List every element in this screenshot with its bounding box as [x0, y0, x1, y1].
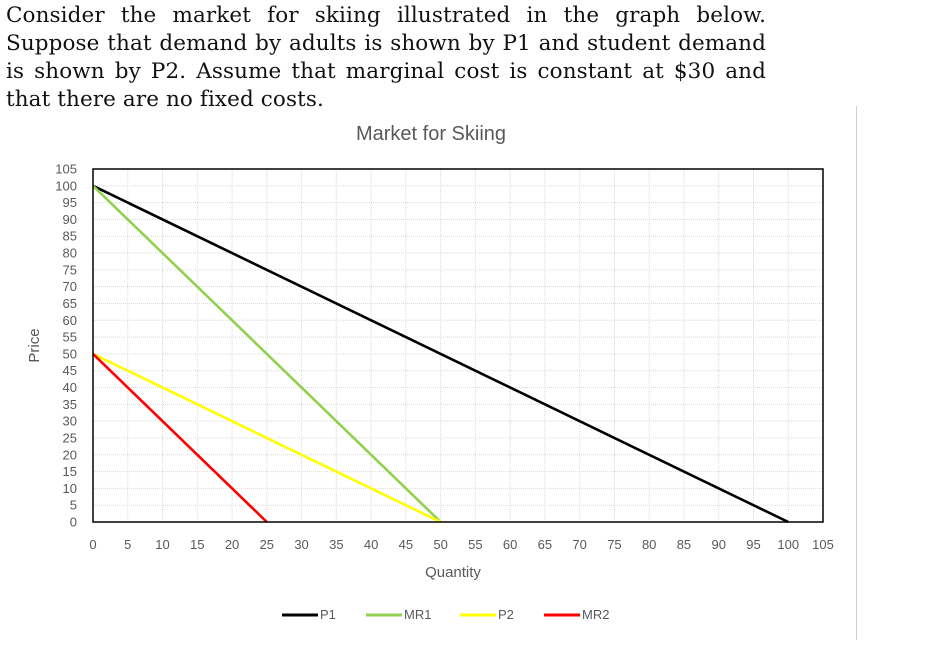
x-tick-label: 10	[155, 537, 169, 552]
x-tick-label: 30	[294, 537, 308, 552]
y-tick-label: 45	[63, 363, 77, 378]
x-tick-label: 50	[433, 537, 447, 552]
question-text: Consider the market for skiing illustrat…	[6, 3, 766, 112]
legend-label-p2: P2	[498, 607, 514, 622]
y-tick-label: 30	[63, 414, 77, 429]
y-tick-label: 90	[63, 212, 77, 227]
y-tick-label: 55	[63, 330, 77, 345]
x-tick-label: 40	[364, 537, 378, 552]
legend-label-p1: P1	[320, 607, 336, 622]
x-tick-label: 25	[260, 537, 274, 552]
y-tick-label: 75	[63, 262, 77, 277]
y-tick-label: 95	[63, 195, 77, 210]
gridlines	[92, 168, 824, 523]
y-tick-label: 70	[63, 279, 77, 294]
legend: P1 MR1 P2 MR2	[282, 607, 609, 622]
x-tick-label: 70	[572, 537, 586, 552]
series-line-p2	[92, 352, 442, 524]
x-tick-label: 60	[503, 537, 517, 552]
x-tick-label: 5	[124, 537, 131, 552]
y-tick-label: 50	[63, 346, 77, 361]
x-tick-label: 0	[89, 537, 96, 552]
x-tick-label: 55	[468, 537, 482, 552]
chart-area: Market for Skiing 0 5 10 15 20 25 30 35 40 45 50 55…	[6, 106, 857, 640]
y-tick-label: 5	[70, 498, 77, 513]
series-line-mr1	[92, 184, 442, 523]
y-tick-label: 0	[70, 515, 77, 530]
y-axis-title: Price	[26, 328, 43, 362]
y-tick-label: 100	[55, 178, 77, 193]
y-tick-label: 25	[63, 430, 77, 445]
y-tick-label: 40	[63, 380, 77, 395]
y-tick-label: 35	[63, 397, 77, 412]
y-tick-label: 80	[63, 246, 77, 261]
y-tick-label: 20	[63, 447, 77, 462]
x-tick-labels: 0 5 10 15 20 25 30 35 40 45 50 55 60 65 70 75 80 85 90 95 10…	[89, 537, 833, 552]
x-axis-title: Quantity	[425, 564, 481, 581]
x-tick-label: 75	[607, 537, 621, 552]
x-tick-label: 95	[746, 537, 760, 552]
series-lines	[92, 184, 789, 524]
x-tick-label: 100	[777, 537, 799, 552]
y-tick-label: 60	[63, 313, 77, 328]
x-tick-label: 85	[677, 537, 691, 552]
legend-label-mr1: MR1	[404, 607, 431, 622]
x-tick-label: 35	[329, 537, 343, 552]
legend-label-mr2: MR2	[582, 607, 609, 622]
y-tick-label: 85	[63, 229, 77, 244]
x-tick-label: 20	[225, 537, 239, 552]
x-tick-label: 45	[399, 537, 413, 552]
series-line-p1	[92, 184, 789, 524]
x-tick-label: 15	[190, 537, 204, 552]
y-tick-label: 65	[63, 296, 77, 311]
market-chart: Market for Skiing 0 5 10 15 20 25 30 35 40 45 50 55…	[26, 123, 834, 622]
x-tick-label: 80	[642, 537, 656, 552]
y-tick-label: 105	[55, 162, 77, 177]
chart-title: Market for Skiing	[356, 123, 506, 145]
x-tick-label: 65	[538, 537, 552, 552]
x-tick-label: 105	[812, 537, 834, 552]
plot-border	[92, 168, 824, 523]
x-tick-label: 90	[711, 537, 725, 552]
series-line-mr2	[92, 352, 268, 523]
y-tick-label: 15	[63, 464, 77, 479]
y-tick-label: 10	[63, 481, 77, 496]
